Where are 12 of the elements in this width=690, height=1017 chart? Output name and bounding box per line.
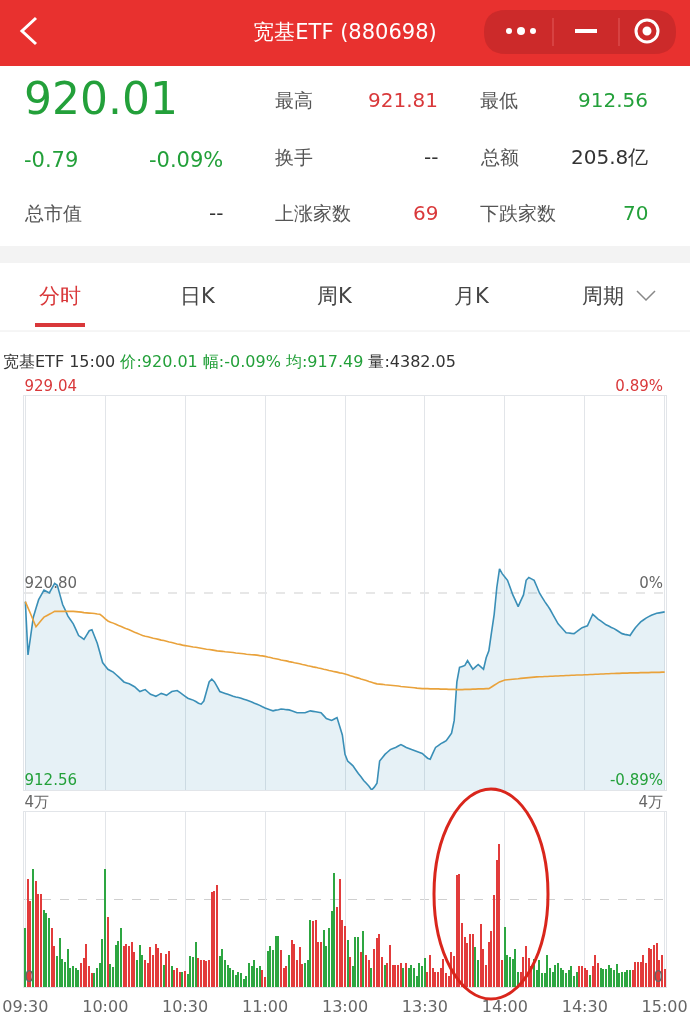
y-tick-label: 4万 (24, 792, 50, 811)
x-tick-label: 10:00 (82, 997, 129, 1017)
x-tick-label: 14:30 (561, 997, 608, 1017)
x-tick-label: 14:00 (481, 997, 528, 1017)
x-tick-label: 13:30 (401, 997, 448, 1017)
y2-tick-label: 4万 (638, 792, 663, 811)
x-tick-label: 11:00 (242, 997, 289, 1017)
x-tick-label: 15:00 (641, 997, 688, 1017)
x-tick-label: 09:30 (2, 997, 49, 1017)
x-tick-label: 10:30 (162, 997, 209, 1017)
x-tick-label: 13:00 (321, 997, 369, 1017)
y-tick-label: 0 (24, 967, 35, 986)
